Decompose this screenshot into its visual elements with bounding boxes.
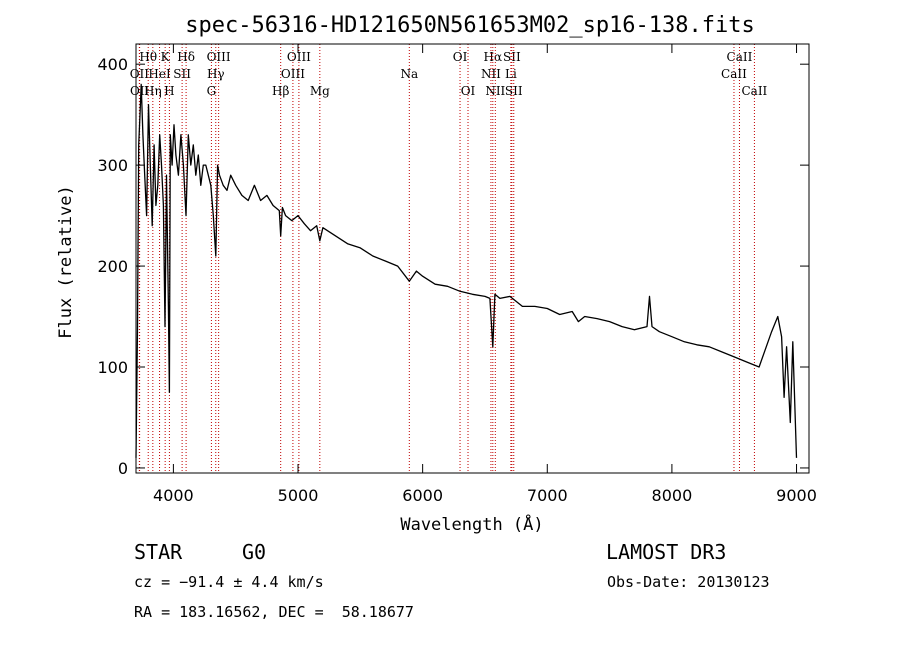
x-tick-label-0: 4000	[153, 486, 194, 505]
line-label-1: OII	[130, 84, 150, 98]
line-label-4: Hη	[144, 84, 162, 98]
y-tick-label-3: 300	[97, 156, 128, 175]
y-axis-label: Flux (relative)	[56, 185, 76, 339]
line-label-13: OIII	[287, 50, 311, 64]
line-label-9: OIII	[207, 50, 231, 64]
observation-date: Obs-Date: 20130123	[607, 573, 770, 591]
line-label-24: SII	[505, 84, 523, 98]
line-label-7: SII	[173, 67, 191, 81]
survey-name: LAMOST DR3	[606, 540, 727, 564]
line-label-15: Mg	[310, 84, 330, 98]
line-label-3: HeI	[148, 67, 171, 81]
x-tick-label-5: 9000	[776, 486, 817, 505]
line-label-21: NII	[485, 84, 505, 98]
y-tick-label-2: 200	[97, 257, 128, 276]
line-label-22: SII	[503, 50, 521, 64]
y-tick-label-4: 400	[97, 55, 128, 74]
velocity-readout: cz = −91.4 ± 4.4 km/s	[134, 573, 324, 591]
line-label-25: CaII	[727, 50, 753, 64]
line-label-6: H	[164, 84, 174, 98]
line-label-20: NII	[481, 67, 501, 81]
y-tick-label-0: 0	[118, 459, 128, 478]
chart-title: spec-56316-HD121650N561653M02_sp16-138.f…	[185, 13, 755, 38]
x-axis: 4000 5000 6000 7000 8000 9000	[153, 44, 817, 505]
y-tick-label-1: 100	[97, 358, 128, 377]
line-label-5: K	[161, 50, 171, 64]
line-label-10: Hγ	[207, 67, 225, 81]
plot-frame	[135, 43, 810, 474]
line-label-18: OI	[461, 84, 476, 98]
object-class: STAR	[134, 540, 183, 564]
line-label-12: Hβ	[272, 84, 289, 98]
line-label-19: Hα	[484, 50, 503, 64]
spectrum-layer	[135, 83, 798, 458]
x-tick-label-4: 8000	[652, 486, 693, 505]
x-tick-label-1: 5000	[278, 486, 319, 505]
x-tick-label-3: 7000	[527, 486, 568, 505]
y-axis: 0 100 200 300 400	[97, 55, 809, 478]
coordinates-readout: RA = 183.16562, DEC = 58.18677	[134, 603, 414, 621]
line-label-8: Hδ	[177, 50, 195, 64]
line-label-17: OI	[453, 50, 468, 64]
line-label-27: CaII	[741, 84, 767, 98]
spectrum-chart: spec-56316-HD121650N561653M02_sp16-138.f…	[56, 13, 817, 535]
spectrum-line	[135, 83, 798, 458]
line-label-11: G	[207, 84, 217, 98]
line-label-26: CaII	[721, 67, 747, 81]
x-axis-label: Wavelength (Å)	[400, 513, 543, 535]
subclass: G0	[242, 540, 267, 564]
line-label-2: Hθ	[139, 50, 157, 64]
line-label-16: Na	[400, 67, 418, 81]
line-label-23: Li	[505, 67, 517, 81]
line-label-14: OIII	[281, 67, 305, 81]
x-tick-label-2: 6000	[402, 486, 443, 505]
